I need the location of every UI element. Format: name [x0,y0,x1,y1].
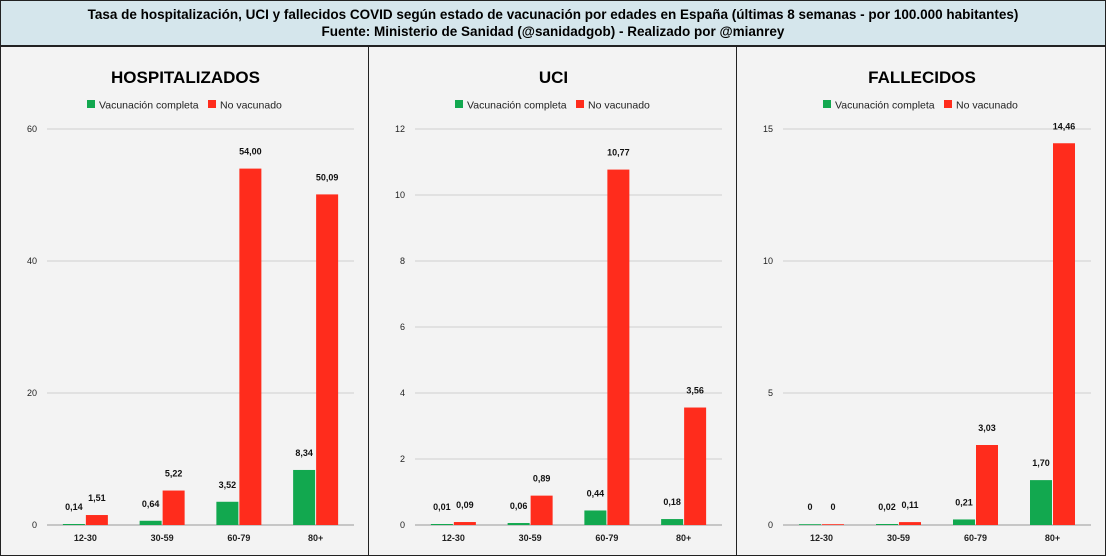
chart-hospitalizados: HOSPITALIZADOS Vacunación completa No vacu… [27,68,354,543]
x-tick-label: 12-30 [74,533,97,543]
legend-label-vacunacion-completa: Vacunación completa [467,100,567,112]
legend-swatch-no-vacunado [208,100,216,108]
data-label: 0,01 [433,502,451,512]
data-label: 8,34 [295,448,313,458]
legend-swatch-no-vacunado [944,100,952,108]
y-tick-label: 10 [763,256,773,266]
bar-no-vacunado-30-59 [530,495,553,525]
bar-vacunacion-completa-80+ [661,519,684,525]
bar-no-vacunado-12-30 [822,524,844,525]
bar-no-vacunado-60-79 [976,445,998,525]
legend-label-no-vacunado: No vacunado [588,100,650,112]
data-label: 0,18 [663,497,681,507]
data-label: 1,51 [88,493,106,503]
bar-no-vacunado-80+ [1053,143,1075,526]
legend-swatch-vacunacion-completa [455,100,463,108]
bar-no-vacunado-30-59 [899,522,921,525]
data-label: 0,09 [456,500,474,510]
legend-label-no-vacunado: No vacunado [220,100,282,112]
x-tick-label: 80+ [676,533,691,543]
legend-swatch-vacunacion-completa [87,100,95,108]
x-tick-label: 30-59 [519,533,542,543]
y-tick-label: 6 [400,322,405,332]
x-tick-label: 12-30 [442,533,465,543]
data-label: 0,06 [510,501,528,511]
chart-fallecidos: FALLECIDOS Vacunación completa No vacunado… [763,68,1091,543]
x-tick-label: 80+ [1045,533,1060,543]
bar-no-vacunado-60-79 [607,169,630,525]
bar-no-vacunado-12-30 [85,515,108,525]
bar-vacunacion-completa-30-59 [876,524,898,525]
data-label: 50,09 [316,172,339,182]
x-tick-label: 30-59 [887,533,910,543]
panel-uci: UCI Vacunación completa No vacunado 0 2 4 6 8 10… [368,46,737,556]
bar-no-vacunado-80+ [684,407,707,525]
data-label: 14,46 [1053,121,1076,131]
y-tick-label: 4 [400,388,405,398]
x-tick-label: 12-30 [810,533,833,543]
legend-label-vacunacion-completa: Vacunación completa [99,100,199,112]
bar-vacunacion-completa-12-30 [62,524,85,525]
panel-hospitalizados: HOSPITALIZADOS Vacunación completa No vacu… [0,46,369,556]
bar-no-vacunado-60-79 [239,168,262,525]
data-label: 5,22 [165,469,183,479]
bar-no-vacunado-30-59 [162,490,185,525]
bar-vacunacion-completa-60-79 [584,510,607,525]
data-label: 0 [830,502,835,512]
legend-label-vacunacion-completa: Vacunación completa [835,100,935,112]
data-label: 0,14 [65,502,83,512]
y-tick-label: 20 [27,388,37,398]
data-label: 3,56 [686,386,704,396]
bar-vacunacion-completa-30-59 [507,523,530,525]
bar-no-vacunado-12-30 [453,522,476,525]
data-label: 0,11 [901,500,918,510]
panel-fallecidos: FALLECIDOS Vacunación completa No vacunado… [736,46,1106,556]
legend-label-no-vacunado: No vacunado [956,100,1018,112]
y-tick-label: 0 [768,520,773,530]
data-label: 1,70 [1032,458,1050,468]
data-label: 0,44 [587,488,605,498]
chart-uci: UCI Vacunación completa No vacunado 0 2 4 6 8 10… [395,68,722,543]
bar-vacunacion-completa-12-30 [430,524,453,525]
y-tick-label: 40 [27,256,37,266]
y-tick-label: 0 [32,520,37,530]
data-label: 0 [807,502,812,512]
y-tick-label: 10 [395,190,405,200]
bar-vacunacion-completa-80+ [293,469,316,525]
x-tick-label: 60-79 [964,533,987,543]
header-title: Tasa de hospitalización, UCI y fallecido… [87,7,1019,22]
bar-vacunacion-completa-80+ [1030,480,1052,525]
bar-vacunacion-completa-12-30 [799,524,821,525]
data-label: 10,77 [607,148,630,158]
data-label: 0,64 [142,499,160,509]
legend-swatch-no-vacunado [576,100,584,108]
chart-header: Tasa de hospitalización, UCI y fallecido… [0,0,1106,46]
y-tick-label: 12 [395,124,405,134]
chart-title: HOSPITALIZADOS [111,68,260,87]
data-label: 0,02 [878,502,896,512]
data-label: 0,21 [955,497,973,507]
y-tick-label: 60 [27,124,37,134]
bar-vacunacion-completa-60-79 [216,501,239,525]
chart-title: FALLECIDOS [868,68,976,87]
y-tick-label: 2 [400,454,405,464]
data-label: 0,89 [533,474,551,484]
data-label: 3,03 [978,423,996,433]
legend-swatch-vacunacion-completa [823,100,831,108]
chart-title: UCI [539,68,568,87]
y-tick-label: 0 [400,520,405,530]
bar-no-vacunado-80+ [316,194,339,525]
bar-vacunacion-completa-60-79 [953,519,975,525]
x-tick-label: 60-79 [227,533,250,543]
x-tick-label: 80+ [308,533,323,543]
header-source: Fuente: Ministerio de Sanidad (@sanidadg… [321,24,785,39]
x-tick-label: 30-59 [151,533,174,543]
data-label: 54,00 [239,147,262,157]
bar-vacunacion-completa-30-59 [139,520,162,525]
y-tick-label: 8 [400,256,405,266]
y-tick-label: 15 [763,124,773,134]
data-label: 3,52 [219,480,237,490]
x-tick-label: 60-79 [595,533,618,543]
y-tick-label: 5 [768,388,773,398]
